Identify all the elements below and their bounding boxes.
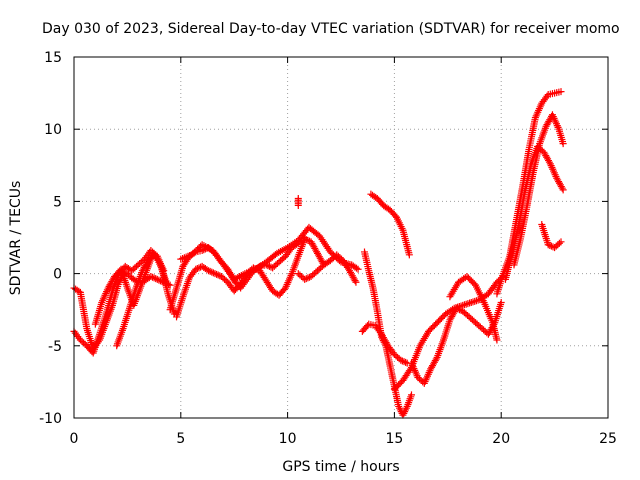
data-point: [456, 306, 464, 314]
data-point: [405, 251, 413, 259]
series-track-s: [538, 221, 565, 252]
data-point: [544, 241, 552, 249]
data-point: [401, 408, 409, 416]
data-point: [407, 391, 415, 399]
data-point: [493, 336, 501, 344]
data-point: [304, 274, 312, 282]
data-point: [192, 265, 200, 273]
x-tick-label: 15: [385, 431, 403, 447]
data-point: [557, 238, 565, 246]
data-point: [381, 340, 389, 348]
data-point: [193, 265, 201, 273]
data-point: [148, 273, 156, 281]
data-point: [402, 358, 410, 366]
data-point: [205, 267, 213, 275]
data-point: [559, 186, 567, 194]
series-track-o: [446, 272, 501, 344]
data-point: [545, 158, 553, 166]
chart-title: Day 030 of 2023, Sidereal Day-to-day VTE…: [42, 21, 620, 37]
data-point: [402, 406, 410, 414]
series-track-f: [173, 235, 328, 321]
data-point: [397, 356, 405, 364]
data-point: [497, 298, 505, 306]
axis-ticks: [73, 56, 609, 419]
tick-labels: 0 5 10 15 20 25 -10 -5 0 5 10 15: [39, 50, 617, 447]
data-point: [166, 281, 174, 289]
y-tick-label: 15: [44, 50, 62, 66]
data-point: [402, 404, 410, 412]
data-point: [400, 409, 408, 417]
data-point: [432, 355, 440, 363]
data-point: [354, 265, 362, 273]
plot-frame: [73, 56, 609, 419]
data-point: [209, 269, 217, 277]
data-point: [302, 236, 310, 244]
data-point: [304, 236, 312, 244]
data-point: [302, 275, 310, 283]
y-axis-label: SDTVAR / TECUs: [8, 181, 24, 296]
data-points: [70, 88, 567, 419]
series-track-g: [177, 223, 362, 283]
y-tick-label: -5: [48, 339, 62, 355]
data-point: [400, 358, 408, 366]
data-point: [352, 278, 360, 286]
data-point: [555, 239, 563, 247]
data-point: [208, 268, 216, 276]
series-track-c: [91, 249, 170, 328]
data-point: [549, 243, 557, 251]
data-point: [454, 305, 462, 313]
data-point: [147, 272, 155, 280]
data-point: [452, 304, 460, 312]
data-point: [559, 140, 567, 148]
y-tick-label: -10: [39, 411, 62, 427]
data-point: [396, 404, 404, 412]
data-point: [213, 270, 221, 278]
series-track-h: [294, 251, 360, 286]
series-track-b: [70, 246, 168, 357]
series-track-l: [367, 190, 413, 259]
data-point: [211, 270, 219, 278]
data-point: [352, 264, 360, 272]
x-tick-label: 10: [279, 431, 297, 447]
series-track-i: [294, 195, 302, 209]
data-point: [546, 241, 554, 249]
x-tick-label: 25: [599, 431, 617, 447]
data-point: [557, 88, 565, 96]
y-tick-label: 0: [53, 267, 62, 283]
x-tick-label: 20: [492, 431, 510, 447]
data-point: [294, 201, 302, 209]
data-point: [267, 263, 275, 271]
x-axis-label: GPS time / hours: [282, 459, 399, 475]
x-tick-label: 0: [70, 431, 79, 447]
data-point: [214, 271, 222, 279]
data-point: [153, 275, 161, 283]
data-point: [378, 335, 386, 343]
data-point: [379, 337, 387, 345]
data-point: [558, 184, 566, 192]
data-point: [395, 402, 403, 410]
series-track-k: [360, 248, 415, 419]
data-point: [398, 357, 406, 365]
data-point: [378, 333, 386, 341]
data-point: [399, 411, 407, 419]
data-point: [351, 277, 359, 285]
data-point: [152, 275, 160, 283]
x-tick-label: 5: [176, 431, 185, 447]
y-tick-label: 10: [44, 122, 62, 138]
grid-lines: [74, 57, 608, 418]
data-point: [380, 338, 388, 346]
data-point: [206, 267, 214, 275]
y-tick-label: 5: [53, 194, 62, 210]
data-point: [301, 275, 309, 283]
data-point: [150, 274, 158, 282]
series-track-r: [510, 111, 567, 269]
